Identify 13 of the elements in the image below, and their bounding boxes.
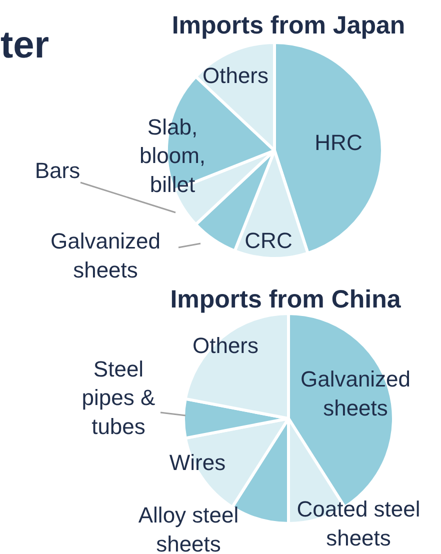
slice-label: Bars [34, 158, 80, 183]
slice-label: Others [192, 333, 259, 358]
slice-label: Others [202, 63, 269, 88]
chart-title: Imports from Japan [172, 12, 406, 40]
slice-label: Alloy steel sheets [138, 502, 239, 554]
slice-label: Coated steel sheets [296, 496, 420, 550]
slice-label: Wires [169, 450, 226, 475]
chart-title: Imports from China [170, 286, 402, 314]
slice-label: CRC [244, 228, 292, 253]
slice-label: Steel pipes & tubes [82, 356, 156, 439]
slice-label: HRC [314, 130, 362, 155]
text: ter [0, 24, 50, 66]
slice-label: Galvanized sheets [50, 228, 161, 282]
